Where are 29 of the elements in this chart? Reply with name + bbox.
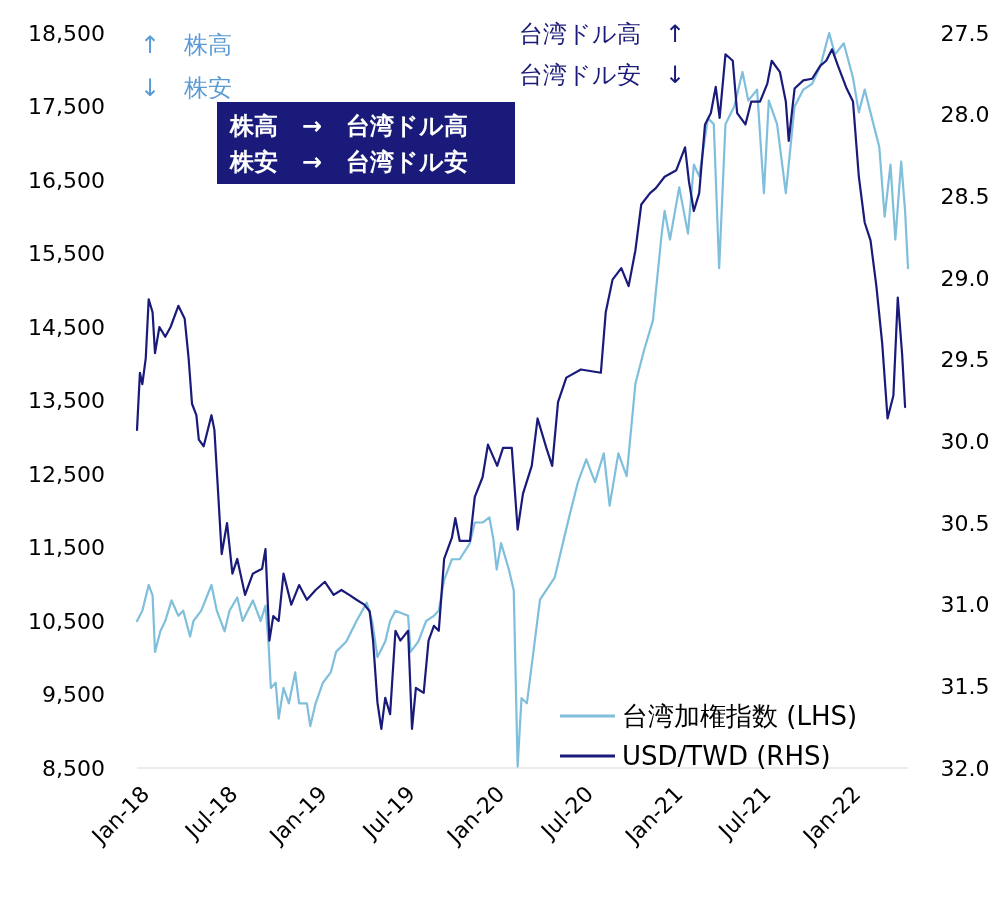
annotation: ↓ 株安 [140, 74, 233, 103]
legend-label: 台湾加権指数 (LHS) [622, 701, 858, 732]
y2-tick-label: 31.0 [940, 592, 990, 618]
annotation: ↑ 株高 [140, 31, 233, 60]
y2-tick-label: 32.0 [940, 755, 990, 781]
y2-tick-label: 30.0 [940, 429, 990, 455]
y-tick-label: 12,500 [28, 461, 105, 487]
y-tick-label: 17,500 [28, 94, 105, 120]
y2-tick-label: 28.5 [940, 184, 990, 210]
y2-tick-label: 28.0 [940, 102, 990, 128]
legend-label: USD/TWD (RHS) [622, 741, 831, 772]
y-tick-label: 9,500 [42, 682, 105, 708]
annotation: 株安 → 台湾ドル安 [229, 148, 469, 177]
y-tick-label: 11,500 [28, 535, 105, 561]
y2-tick-label: 30.5 [940, 510, 990, 536]
y-tick-label: 18,500 [28, 20, 105, 46]
annotation: 台湾ドル高 ↑ [518, 20, 685, 49]
y2-tick-label: 29.0 [940, 265, 990, 291]
y-tick-label: 13,500 [28, 388, 105, 414]
y2-tick-label: 29.5 [940, 347, 990, 373]
y2-tick-label: 31.5 [940, 674, 990, 700]
annotation: 株高 → 台湾ドル高 [229, 112, 469, 141]
y-tick-label: 16,500 [28, 167, 105, 193]
y-tick-label: 14,500 [28, 314, 105, 340]
y-tick-label: 10,500 [28, 608, 105, 634]
y-tick-label: 8,500 [42, 755, 105, 781]
y-tick-label: 15,500 [28, 241, 105, 267]
annotation: 台湾ドル安 ↓ [518, 61, 685, 90]
y2-tick-label: 27.5 [940, 20, 990, 46]
